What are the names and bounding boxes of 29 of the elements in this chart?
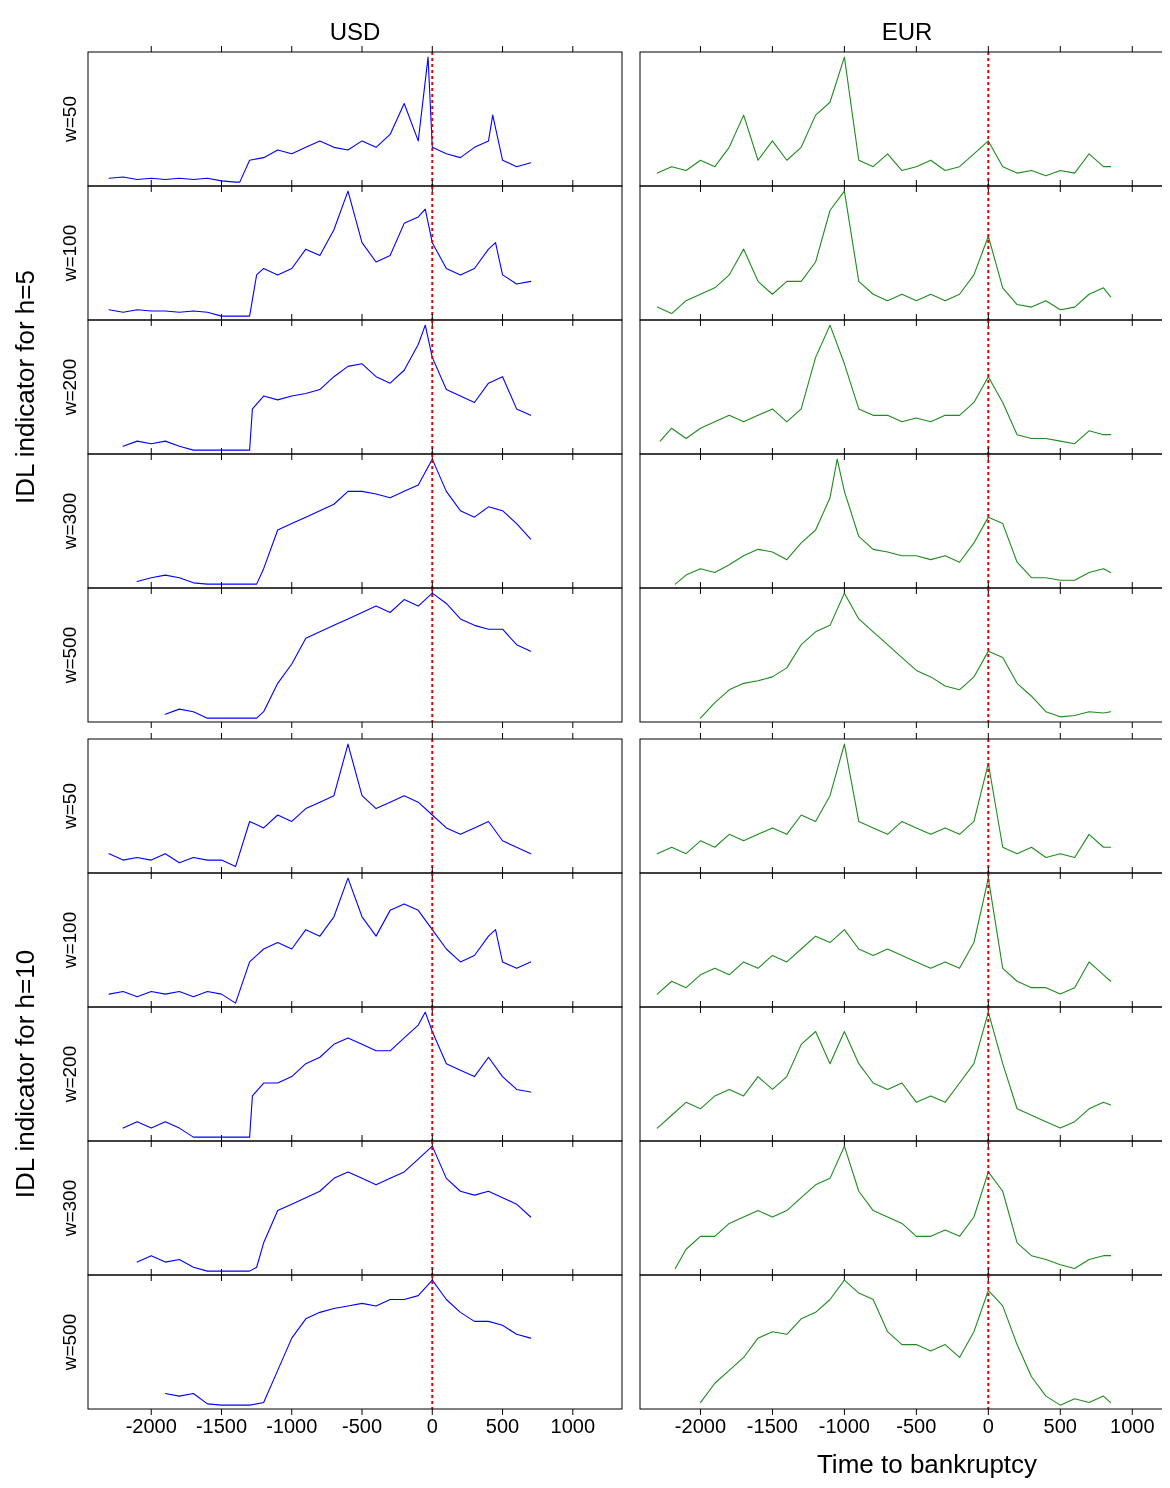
- y-axis-title: w=300: [59, 492, 80, 551]
- y-axis-title: w=50: [59, 96, 80, 143]
- y-axis-title: w=500: [59, 1313, 80, 1372]
- y-axis-title: w=200: [59, 1045, 80, 1104]
- x-tick-label: 1000: [550, 1415, 596, 1437]
- x-tick-label: -1000: [266, 1415, 318, 1437]
- x-tick-label: 1000: [1110, 1415, 1155, 1437]
- x-tick-label: -500: [342, 1415, 383, 1437]
- x-tick-label: -2000: [674, 1415, 727, 1437]
- y-axis-title: w=500: [59, 626, 80, 685]
- x-tick-label: 500: [485, 1415, 520, 1437]
- y-axis-title: w=50: [59, 783, 80, 830]
- x-tick-label: -500: [896, 1415, 937, 1437]
- y-axis-title: w=100: [59, 911, 80, 970]
- x-tick-label: -1000: [818, 1415, 870, 1437]
- chart-title: EUR: [881, 18, 933, 45]
- x-tick-label: 0: [426, 1415, 438, 1437]
- chart-title: USD: [329, 18, 381, 45]
- x-tick-label: 0: [982, 1415, 994, 1437]
- y-axis-title: w=300: [59, 1179, 80, 1238]
- x-tick-label: -1500: [746, 1415, 798, 1437]
- x-tick-label: 500: [1043, 1415, 1077, 1437]
- y-axis-title: w=200: [59, 358, 80, 417]
- x-tick-label: -1500: [195, 1415, 248, 1437]
- x-axis-title: Time to bankruptcy: [816, 1449, 1038, 1479]
- x-tick-label: -2000: [125, 1415, 177, 1437]
- text: IDL indicator for h=10: [10, 949, 40, 1199]
- text: IDL indicator for h=5: [10, 270, 40, 504]
- y-axis-title: w=100: [59, 224, 80, 283]
